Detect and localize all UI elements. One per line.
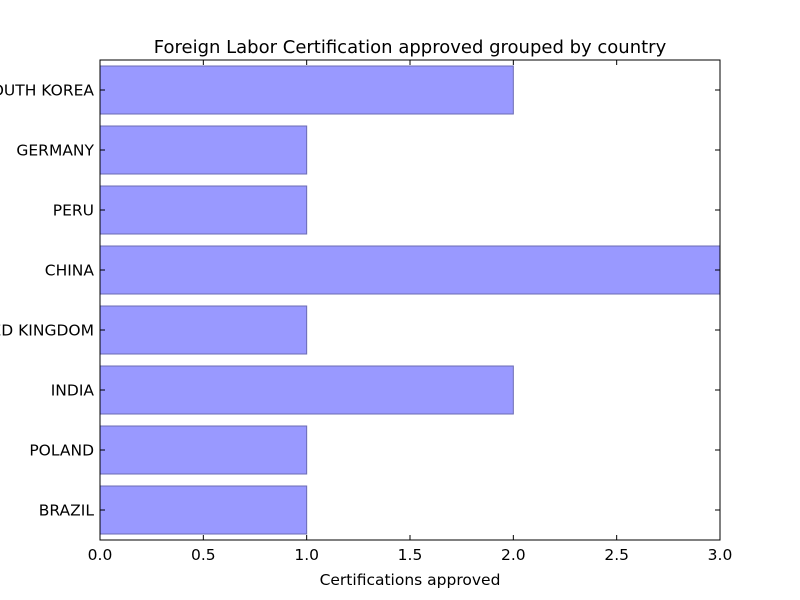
x-tick-label: 2.0 (501, 546, 526, 564)
x-tick-label: 3.0 (708, 546, 733, 564)
bar-united-kingdom (99, 305, 308, 355)
chart-title: Foreign Labor Certification approved gro… (154, 37, 667, 58)
bar-peru (99, 185, 308, 235)
bar-germany (99, 125, 308, 175)
x-tick-label: 0.0 (88, 546, 113, 564)
bars-group (99, 65, 721, 535)
bar-south-korea (99, 65, 514, 115)
x-tick-label: 1.0 (294, 546, 319, 564)
bar-poland (99, 425, 308, 475)
bar-brazil (99, 485, 308, 535)
y-tick-label: INDIA (51, 382, 95, 400)
y-tick-label: SOUTH KOREA (0, 82, 94, 100)
y-axis-ticks: SOUTH KOREA GERMANY PERU CHINA UNITED KINGDO… (0, 82, 720, 520)
bar-china (99, 245, 721, 295)
x-axis-ticks: 0.0 0.5 1.0 1.5 2.0 2.5 3.0 (88, 60, 733, 564)
y-tick-label: GERMANY (16, 142, 94, 160)
x-axis-label: Certifications approved (320, 571, 501, 589)
y-tick-label: POLAND (29, 442, 94, 460)
bar-india (99, 365, 514, 415)
x-tick-label: 2.5 (604, 546, 629, 564)
y-tick-label: PERU (53, 202, 94, 220)
y-tick-label: CHINA (45, 262, 95, 280)
y-tick-label: UNITED KINGDOM (0, 322, 94, 340)
plot-frame (99, 59, 721, 541)
x-tick-label: 0.5 (191, 546, 216, 564)
y-tick-label: BRAZIL (39, 502, 95, 520)
x-tick-label: 1.5 (398, 546, 423, 564)
